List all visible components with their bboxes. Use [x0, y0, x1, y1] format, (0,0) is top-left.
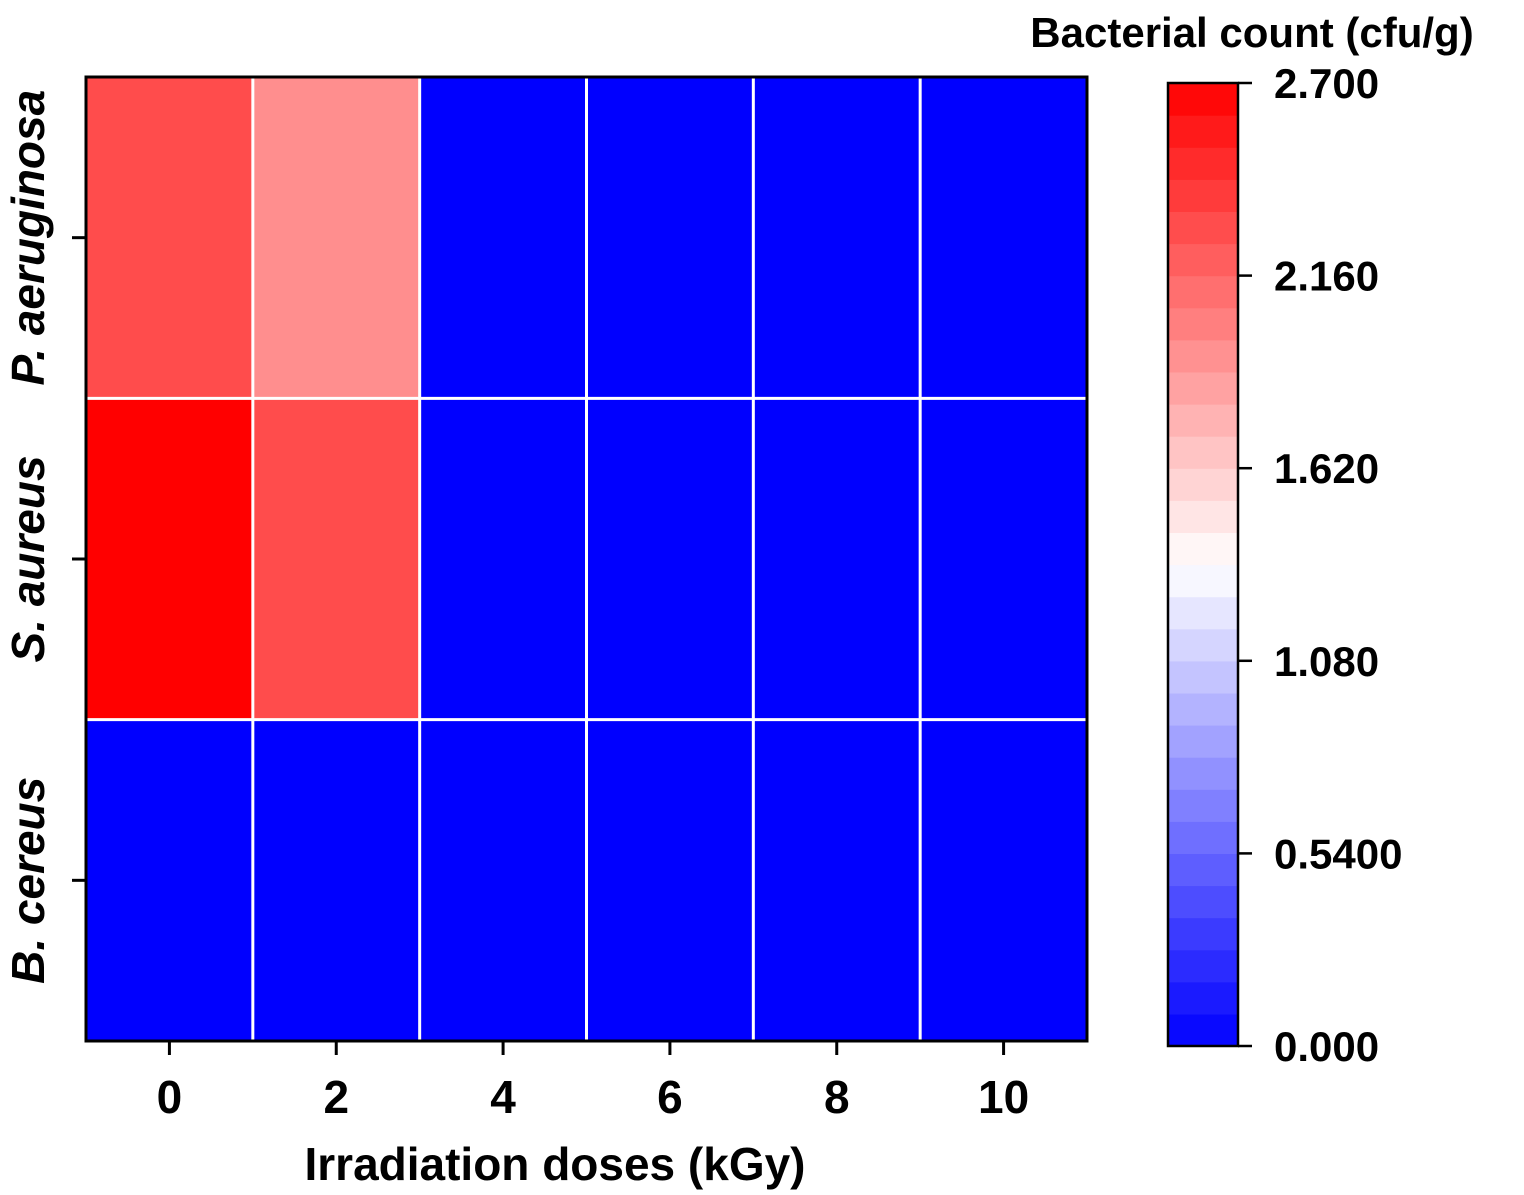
colorbar-step — [1168, 789, 1238, 822]
colorbar-step — [1168, 468, 1238, 501]
colorbar-step — [1168, 436, 1238, 469]
colorbar-tick-label: 1.620 — [1274, 445, 1379, 492]
colorbar-step — [1168, 115, 1238, 148]
colorbar-step — [1168, 339, 1238, 373]
colorbar-step — [1168, 147, 1238, 180]
heatmap-cell — [419, 398, 587, 721]
heatmap-cell — [586, 398, 754, 721]
colorbar-step — [1168, 917, 1238, 951]
colorbar-step — [1168, 981, 1238, 1015]
colorbar-step — [1168, 853, 1238, 887]
colorbar-step — [1168, 660, 1238, 694]
heatmap-cell — [586, 77, 754, 399]
colorbar-step — [1168, 1013, 1238, 1047]
x-tick-label: 6 — [657, 1071, 683, 1123]
heatmap-cell — [920, 719, 1088, 1042]
colorbar-step — [1168, 949, 1238, 983]
colorbar-step — [1168, 757, 1238, 790]
heatmap-cell — [753, 77, 921, 399]
x-tick-label: 4 — [490, 1071, 516, 1123]
colorbar-step — [1168, 307, 1238, 341]
y-tick-label: B. cereus — [2, 777, 54, 984]
heatmap-cell — [419, 719, 587, 1042]
y-tick-label: P. aeruginosa — [2, 90, 54, 386]
colorbar-tick-label: 2.160 — [1274, 253, 1379, 300]
colorbar-step — [1168, 275, 1238, 309]
heatmap-cell — [753, 398, 921, 721]
heatmap-cell — [920, 77, 1088, 399]
heatmap-gridlines — [86, 77, 1087, 1041]
heatmap-cell — [86, 719, 254, 1042]
heatmap-cell — [419, 77, 587, 399]
colorbar-step — [1168, 692, 1238, 726]
colorbar-step — [1168, 179, 1238, 212]
colorbar-step — [1168, 725, 1238, 758]
heatmap-cell — [586, 719, 754, 1042]
colorbar-step — [1168, 500, 1238, 533]
y-tick-label: S. aureus — [2, 455, 54, 662]
heatmap-cell — [86, 398, 254, 721]
colorbar-step — [1168, 404, 1238, 437]
colorbar-frame — [1166, 81, 1240, 1048]
heatmap-cell — [252, 719, 421, 1042]
heatmap-cell — [252, 398, 421, 721]
heatmap-cell — [86, 77, 254, 399]
colorbar-step — [1168, 885, 1238, 919]
colorbar-step — [1168, 243, 1238, 277]
colorbar-tick-label: 0.5400 — [1274, 830, 1402, 877]
colorbar-step — [1168, 596, 1238, 630]
heatmap-cell — [920, 398, 1088, 721]
x-tick-label: 10 — [978, 1071, 1029, 1123]
colorbar-step — [1168, 83, 1238, 116]
colorbar-step — [1168, 532, 1238, 566]
colorbar-step — [1168, 821, 1238, 854]
colorbar-step — [1168, 371, 1238, 405]
colorbar-tick-label: 2.700 — [1274, 60, 1379, 107]
colorbar-step — [1168, 628, 1238, 662]
heatmap-cell — [252, 77, 421, 399]
x-axis-label: Irradiation doses (kGy) — [304, 1138, 805, 1190]
x-tick-label: 2 — [323, 1071, 349, 1123]
x-tick-label: 0 — [157, 1071, 183, 1123]
heatmap-cell — [753, 719, 921, 1042]
colorbar-tick-label: 0.000 — [1274, 1023, 1379, 1070]
colorbar-step — [1168, 211, 1238, 245]
colorbar-step — [1168, 564, 1238, 598]
x-tick-label: 8 — [824, 1071, 850, 1123]
colorbar-tick-label: 1.080 — [1274, 638, 1379, 685]
colorbar-title: Bacterial count (cfu/g) — [1030, 9, 1473, 56]
x-axis: 0 2 4 6 8 10 — [157, 1041, 1029, 1123]
colorbar: 0.000 0.5400 1.080 1.620 2.160 2.700 — [1166, 60, 1402, 1070]
y-axis: P. aeruginosa S. aureus B. cereus — [2, 90, 86, 984]
heatmap-cells — [86, 77, 1088, 1042]
